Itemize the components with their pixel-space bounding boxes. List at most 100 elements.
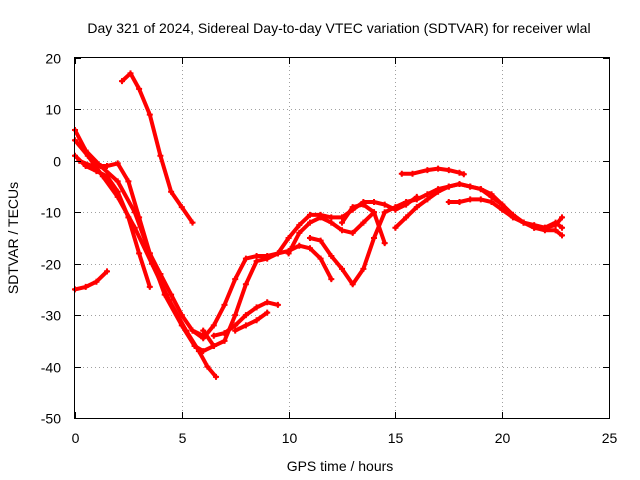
data-point — [119, 78, 125, 85]
data-point — [274, 301, 281, 308]
data-point — [531, 222, 538, 229]
y-tick-label: -40 — [41, 360, 61, 376]
data-point — [157, 152, 164, 159]
data-point — [424, 196, 431, 203]
data-point — [168, 291, 175, 298]
data-point — [253, 317, 260, 324]
data-point — [552, 219, 559, 226]
data-point — [285, 250, 292, 257]
data-point — [456, 169, 463, 176]
data-point — [93, 278, 100, 285]
data-point — [317, 214, 324, 221]
data-point — [392, 224, 399, 231]
data-point — [204, 363, 211, 370]
data-point — [381, 240, 388, 247]
data-point — [339, 227, 345, 234]
data-point — [264, 309, 271, 316]
data-point — [307, 211, 313, 218]
data-point — [264, 299, 271, 306]
data-point — [435, 165, 442, 172]
data-point — [127, 70, 134, 77]
data-point — [328, 214, 335, 221]
data-point — [499, 201, 506, 208]
data-point — [210, 332, 217, 339]
data-point — [253, 258, 260, 265]
data-point — [232, 312, 239, 319]
data-point — [183, 327, 190, 334]
data-point — [349, 281, 356, 288]
data-point — [424, 167, 431, 174]
data-point — [178, 312, 185, 319]
data-point — [445, 183, 452, 190]
ticks: 0 5 10 15 20 25 20 10 0 -10 -20 -30 -40 -50 — [41, 51, 618, 447]
data-point — [242, 255, 249, 262]
data-point — [232, 327, 239, 334]
data-point — [264, 255, 271, 262]
series-arc-6 — [73, 269, 109, 292]
data-point — [296, 242, 303, 249]
data-point — [104, 268, 110, 275]
data-point — [114, 160, 121, 167]
data-point — [477, 186, 484, 193]
data-point — [93, 168, 100, 175]
data-point — [559, 224, 565, 231]
data-point — [413, 196, 420, 203]
data-point — [125, 178, 132, 185]
y-tick-label: 20 — [45, 51, 61, 67]
data-point — [296, 222, 303, 229]
y-tick-label: -10 — [41, 205, 61, 221]
data-point — [242, 322, 249, 329]
data-point — [460, 171, 467, 178]
data-point — [84, 152, 91, 159]
data-point — [146, 250, 153, 257]
data-point — [242, 312, 249, 319]
data-point — [157, 271, 164, 277]
data-point — [307, 245, 313, 252]
y-tick-label: -20 — [41, 257, 61, 273]
data-point — [221, 330, 228, 337]
data-point — [253, 304, 260, 311]
data-point — [456, 181, 463, 187]
data-point — [409, 170, 416, 177]
data-point — [136, 214, 143, 221]
data-point — [221, 301, 228, 308]
data-point — [125, 214, 132, 221]
data-point — [213, 373, 219, 380]
data-point — [559, 214, 565, 221]
data-point — [307, 219, 313, 226]
data-point — [189, 219, 196, 226]
data-point — [166, 296, 172, 303]
x-tick-label: 15 — [388, 430, 404, 446]
data-point — [445, 199, 452, 205]
data-point — [136, 85, 143, 92]
data-point — [403, 214, 410, 221]
data-point — [467, 183, 474, 190]
data-point — [371, 199, 377, 205]
data-point — [392, 204, 399, 211]
data-point — [328, 219, 335, 226]
x-tick-label: 10 — [282, 430, 298, 446]
data-point — [488, 199, 495, 205]
data-point — [339, 219, 345, 226]
data-point — [221, 337, 228, 344]
x-tick-label: 0 — [72, 430, 80, 446]
plot-frame — [74, 57, 610, 419]
data-point — [307, 235, 313, 241]
data-point — [413, 204, 420, 211]
data-point — [178, 204, 185, 211]
data-point — [210, 322, 217, 329]
data-point — [285, 235, 292, 241]
data-point — [559, 232, 565, 239]
x-axis-title: GPS time / hours — [287, 458, 394, 474]
data-point — [552, 227, 559, 234]
data-point — [242, 281, 249, 288]
data-point — [146, 111, 153, 118]
data-point — [403, 199, 410, 205]
data-point — [371, 209, 377, 216]
data-point — [371, 235, 377, 241]
series-arc-1 — [120, 71, 195, 225]
y-tick-label: -50 — [41, 411, 61, 427]
data-point — [274, 250, 281, 257]
data-point — [114, 188, 121, 195]
data-point — [360, 201, 367, 208]
